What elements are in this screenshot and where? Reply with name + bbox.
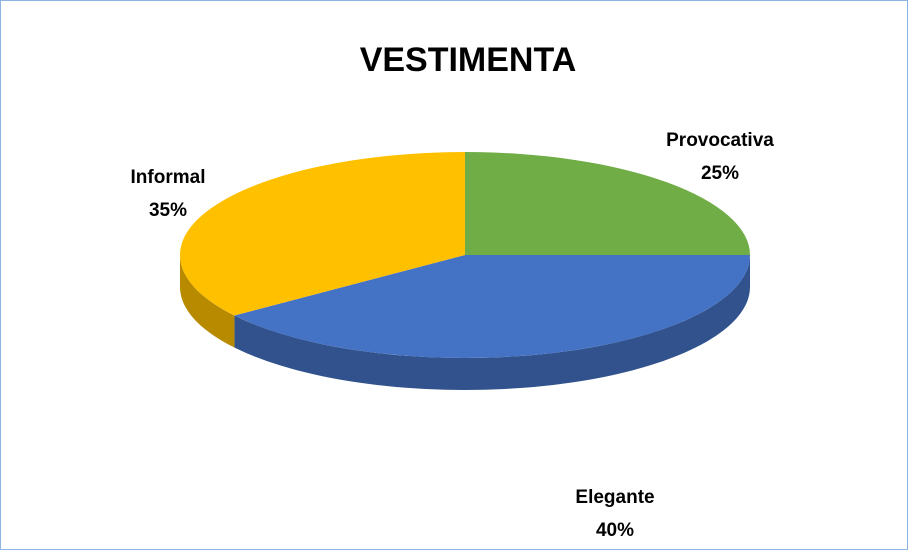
data-label-value: 25% bbox=[701, 163, 739, 184]
chart-title: VESTIMENTA bbox=[360, 41, 577, 79]
slice bbox=[180, 152, 466, 316]
data-label-category: Elegante bbox=[575, 487, 654, 508]
slice-side bbox=[234, 255, 750, 390]
data-label-category: Informal bbox=[131, 167, 206, 188]
slice bbox=[465, 152, 750, 255]
data-label-value: 35% bbox=[149, 200, 187, 221]
slice bbox=[234, 255, 750, 358]
slice-side bbox=[180, 255, 235, 348]
data-label-category: Provocativa bbox=[666, 130, 774, 151]
data-label-value: 40% bbox=[596, 520, 634, 541]
